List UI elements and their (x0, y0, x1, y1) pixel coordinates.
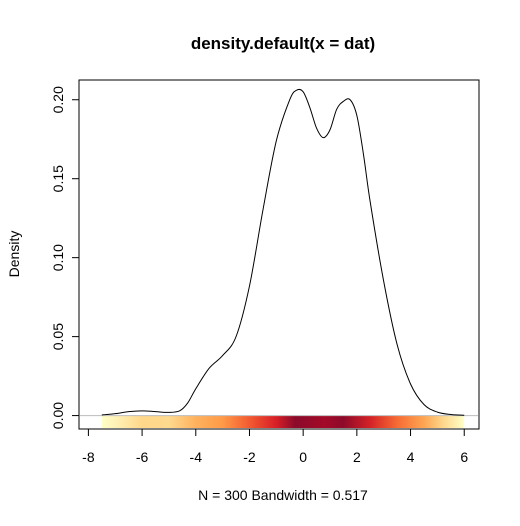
x-axis: -8 -6 -4 -2 0 2 4 6 (82, 428, 468, 465)
x-tick-label: -2 (243, 449, 256, 465)
x-tick-label: -6 (136, 449, 149, 465)
x-tick-label: -4 (190, 449, 203, 465)
density-series-line (101, 88, 465, 416)
y-tick-label: 0.00 (50, 402, 66, 429)
y-tick-label: 0.15 (50, 165, 66, 192)
y-axis-label: Density (6, 231, 22, 278)
chart-title: density.default(x = dat) (191, 34, 375, 53)
x-tick-label: 0 (299, 449, 307, 465)
x-tick-label: 4 (407, 449, 415, 465)
y-axis: 0.00 0.05 0.10 0.15 0.20 (50, 86, 80, 429)
y-tick-label: 0.10 (50, 244, 66, 271)
x-tick-label: -8 (82, 449, 95, 465)
x-axis-label: N = 300 Bandwidth = 0.517 (198, 487, 368, 503)
rug-heat-bar (101, 415, 465, 428)
x-tick-label: 6 (460, 449, 468, 465)
y-tick-label: 0.05 (50, 323, 66, 350)
y-tick-label: 0.20 (50, 86, 66, 113)
x-tick-label: 2 (353, 449, 361, 465)
